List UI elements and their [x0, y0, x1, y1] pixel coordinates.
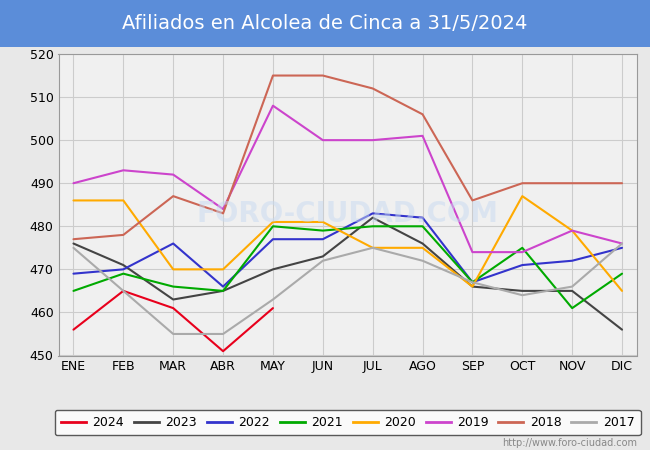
- Legend: 2024, 2023, 2022, 2021, 2020, 2019, 2018, 2017: 2024, 2023, 2022, 2021, 2020, 2019, 2018…: [55, 410, 641, 435]
- Text: FORO-CIUDAD.COM: FORO-CIUDAD.COM: [197, 200, 499, 228]
- Text: http://www.foro-ciudad.com: http://www.foro-ciudad.com: [502, 438, 637, 448]
- Text: Afiliados en Alcolea de Cinca a 31/5/2024: Afiliados en Alcolea de Cinca a 31/5/202…: [122, 14, 528, 33]
